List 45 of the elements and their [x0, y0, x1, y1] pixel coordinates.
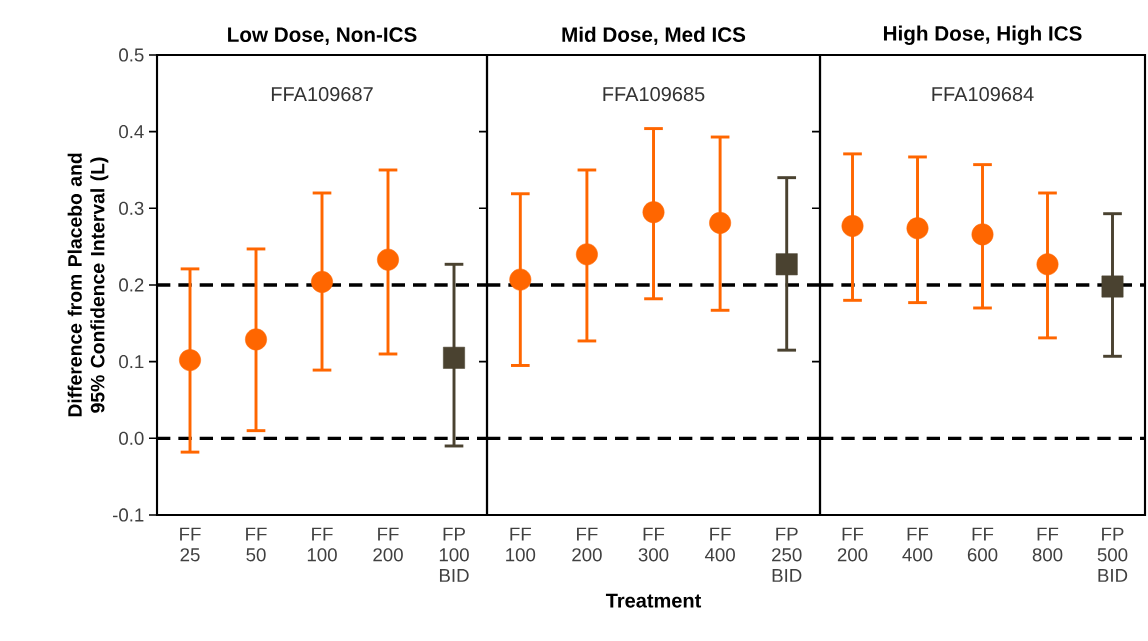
- x-tick-label: FP 250 BID: [772, 527, 802, 582]
- x-tick-label: FF 400: [704, 527, 735, 562]
- point: [906, 217, 929, 240]
- chart-title: Mid Dose, Med ICS: [562, 26, 746, 45]
- chart-title: Low Dose, Non-ICS: [228, 27, 417, 45]
- point: [841, 215, 864, 237]
- x-tick-label: FF 100: [307, 527, 337, 562]
- point: [311, 270, 333, 293]
- y-tick-label: 0.2: [119, 278, 144, 292]
- x-tick-label: FF 25: [180, 527, 201, 562]
- point: [245, 328, 267, 351]
- x-tick-label: FF 400: [902, 527, 933, 562]
- x-tick-label: FP 500 BID: [1097, 527, 1128, 582]
- point: [709, 211, 732, 234]
- x-tick-label: FF 200: [572, 527, 602, 562]
- annotation: FFA109685: [603, 87, 705, 102]
- point: [775, 253, 798, 276]
- y-tick-label: 0.1: [119, 355, 144, 369]
- annotation: FFA109684: [932, 87, 1034, 102]
- point: [377, 248, 399, 271]
- x-tick-label: FP 100 BID: [439, 527, 469, 582]
- point: [642, 201, 665, 224]
- x-tick-label: FF 200: [837, 527, 868, 562]
- chart-title: High Dose, High ICS: [883, 25, 1082, 45]
- y-tick-label: 0.3: [119, 201, 144, 215]
- annotation: FFA109687: [271, 87, 373, 102]
- x-tick-label: FF 600: [967, 527, 998, 562]
- y-tick-label: -0.1: [112, 508, 144, 522]
- y-tick-label: 0.0: [119, 431, 144, 445]
- point: [179, 349, 201, 372]
- x-tick-label: FF 300: [638, 527, 669, 562]
- point: [575, 243, 598, 266]
- point: [971, 223, 994, 246]
- x-axis-title: Treatment: [605, 593, 702, 608]
- x-tick-label: FF 800: [1032, 527, 1063, 562]
- y-axis-title: Difference from Placebo and 95% Confidence Interval (L): [67, 153, 109, 417]
- x-tick-label: FF 200: [373, 527, 403, 562]
- x-tick-label: FF 100: [506, 527, 536, 562]
- y-tick-label: 0.5: [119, 48, 144, 62]
- point: [1036, 253, 1059, 276]
- x-tick-label: FF 50: [246, 527, 267, 562]
- y-tick-label: 0.4: [119, 125, 144, 139]
- point: [509, 268, 532, 291]
- point: [1101, 275, 1124, 298]
- point: [443, 346, 465, 369]
